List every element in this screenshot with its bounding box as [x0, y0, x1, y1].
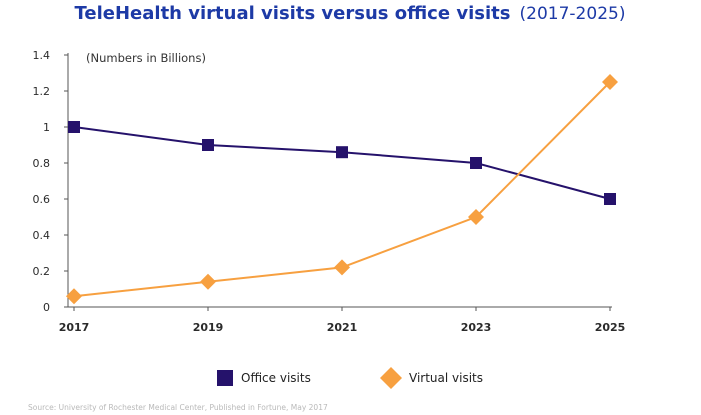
data-point-diamond — [468, 209, 484, 225]
y-tick-label: 0.8 — [33, 157, 51, 170]
data-point-square — [202, 139, 214, 151]
y-tick-label: 1.4 — [33, 49, 51, 62]
legend-item-1: Office visits — [217, 370, 311, 386]
legend-swatch-diamond — [380, 367, 402, 389]
legend-label: Office visits — [241, 371, 311, 385]
chart-title: TeleHealth virtual visits versus office … — [75, 3, 511, 24]
data-point-square — [336, 146, 348, 159]
x-tick-label: 2017 — [59, 321, 90, 334]
data-point-square — [68, 121, 80, 133]
units-note: (Numbers in Billions) — [86, 51, 206, 65]
series-1 — [68, 121, 616, 205]
axes: 0 0.2 0.4 0.6 0.8 1 1.2 1.4 2017 2019 2021 2023 2025 — [33, 49, 626, 334]
x-tick-label: 2025 — [595, 321, 626, 334]
series-2 — [66, 74, 618, 305]
chart-title-suffix: (2017-2025) — [520, 4, 626, 24]
legend: Office visits Virtual visits — [217, 367, 483, 389]
legend-item-2: Virtual visits — [380, 367, 483, 389]
x-tick-label: 2019 — [193, 321, 224, 334]
x-tick-label: 2021 — [327, 321, 358, 334]
x-tick-label: 2023 — [461, 321, 492, 334]
y-tick-label: 0.4 — [33, 229, 51, 242]
data-point-square — [604, 193, 616, 205]
legend-swatch-square — [217, 370, 233, 386]
data-point-diamond — [334, 259, 350, 276]
data-point-diamond — [602, 74, 618, 90]
chart-title-group: TeleHealth virtual visits versus office … — [75, 3, 626, 24]
legend-label: Virtual visits — [409, 371, 483, 385]
source-note: Source: University of Rochester Medical … — [28, 403, 328, 412]
data-point-diamond — [66, 288, 82, 305]
y-tick-label: 0 — [43, 301, 50, 314]
series-layer — [66, 74, 618, 305]
y-tick-label: 1.2 — [33, 85, 51, 98]
y-tick-label: 1 — [43, 121, 50, 134]
data-point-diamond — [200, 273, 216, 290]
y-tick-label: 0.6 — [33, 193, 51, 206]
data-point-square — [470, 157, 482, 169]
y-tick-label: 0.2 — [33, 265, 51, 278]
